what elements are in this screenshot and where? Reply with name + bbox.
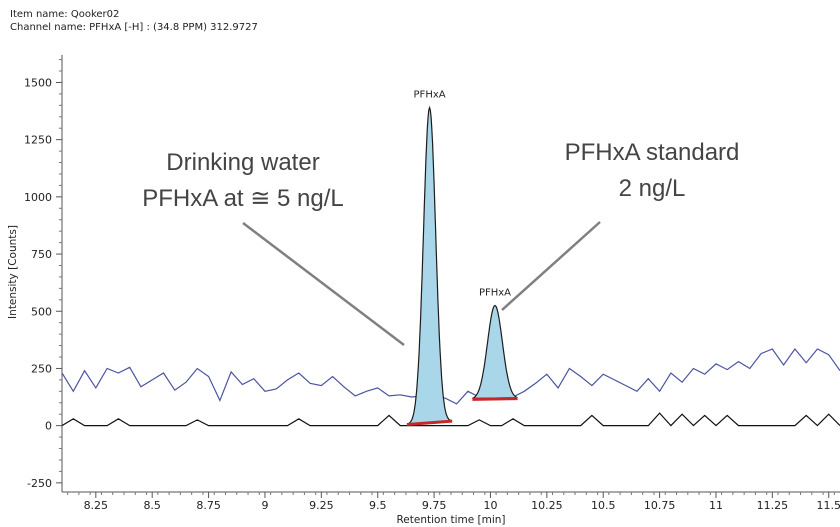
x-tick-label: 9.75: [422, 499, 447, 512]
item-name: Item name: Qooker02: [10, 9, 120, 20]
channel-name: Channel name: PFHxA [-H] : (34.8 PPM) 31…: [10, 22, 258, 33]
x-tick-label: 10.25: [531, 499, 563, 512]
x-axis-title: Retention time [min]: [396, 514, 505, 526]
x-tick-label: 10.5: [591, 499, 616, 512]
peak-label-1: PFHxA: [414, 90, 446, 101]
x-tick-label: 11.5: [816, 499, 840, 512]
y-tick-label: 750: [31, 248, 52, 261]
y-tick-label: 500: [31, 305, 52, 318]
x-tick-label: 10.75: [644, 499, 676, 512]
annotation-standard-line2: 2 ng/L: [619, 175, 686, 202]
x-tick-label: 8.25: [84, 499, 109, 512]
series-line-2: [62, 412, 840, 427]
y-tick-label: 0: [45, 420, 52, 433]
y-tick-label: 1000: [24, 191, 52, 204]
annotation-pointer-standard: [501, 221, 601, 311]
peak-label-2: PFHxA: [479, 288, 511, 299]
y-tick-label: 250: [31, 362, 52, 375]
annotation-drinking-water-line2: PFHxA at ≅ 5 ng/L: [142, 185, 344, 212]
peak-baseline-marker-1: [406, 419, 453, 427]
annotation-standard-line1: PFHxA standard: [565, 139, 740, 166]
x-tick-label: 8.75: [196, 499, 221, 512]
plot-area: -250 0 250 500 750 1000 1250 1500 8.25 8.5 8.75 9 9.…: [24, 55, 840, 512]
y-tick-label: 1250: [24, 134, 52, 147]
y-axis-title: Intensity [Counts]: [7, 225, 19, 319]
y-tick-label: 1500: [24, 76, 52, 89]
annotation-pointer-drinking-water: [242, 222, 405, 346]
x-tick-label: 10: [483, 499, 497, 512]
peak-area-2: [472, 304, 518, 399]
x-tick-label: 9.5: [369, 499, 387, 512]
x-tick-label: 9: [261, 499, 268, 512]
peak-area-1: [406, 105, 453, 425]
annotation-layer: Drinking water PFHxA at ≅ 5 ng/L PFHxA s…: [142, 139, 740, 346]
x-tick-label: 8.5: [143, 499, 161, 512]
x-tick-label: 11.25: [757, 499, 789, 512]
y-tick-label: -250: [27, 477, 52, 490]
chart-header: Item name: Qooker02 Channel name: PFHxA …: [10, 8, 258, 34]
series-line-1: [62, 348, 840, 405]
peak-baseline-marker-2: [472, 397, 518, 401]
annotation-drinking-water-line1: Drinking water: [166, 149, 319, 176]
x-tick-label: 11: [709, 499, 723, 512]
x-tick-label: 9.25: [309, 499, 334, 512]
